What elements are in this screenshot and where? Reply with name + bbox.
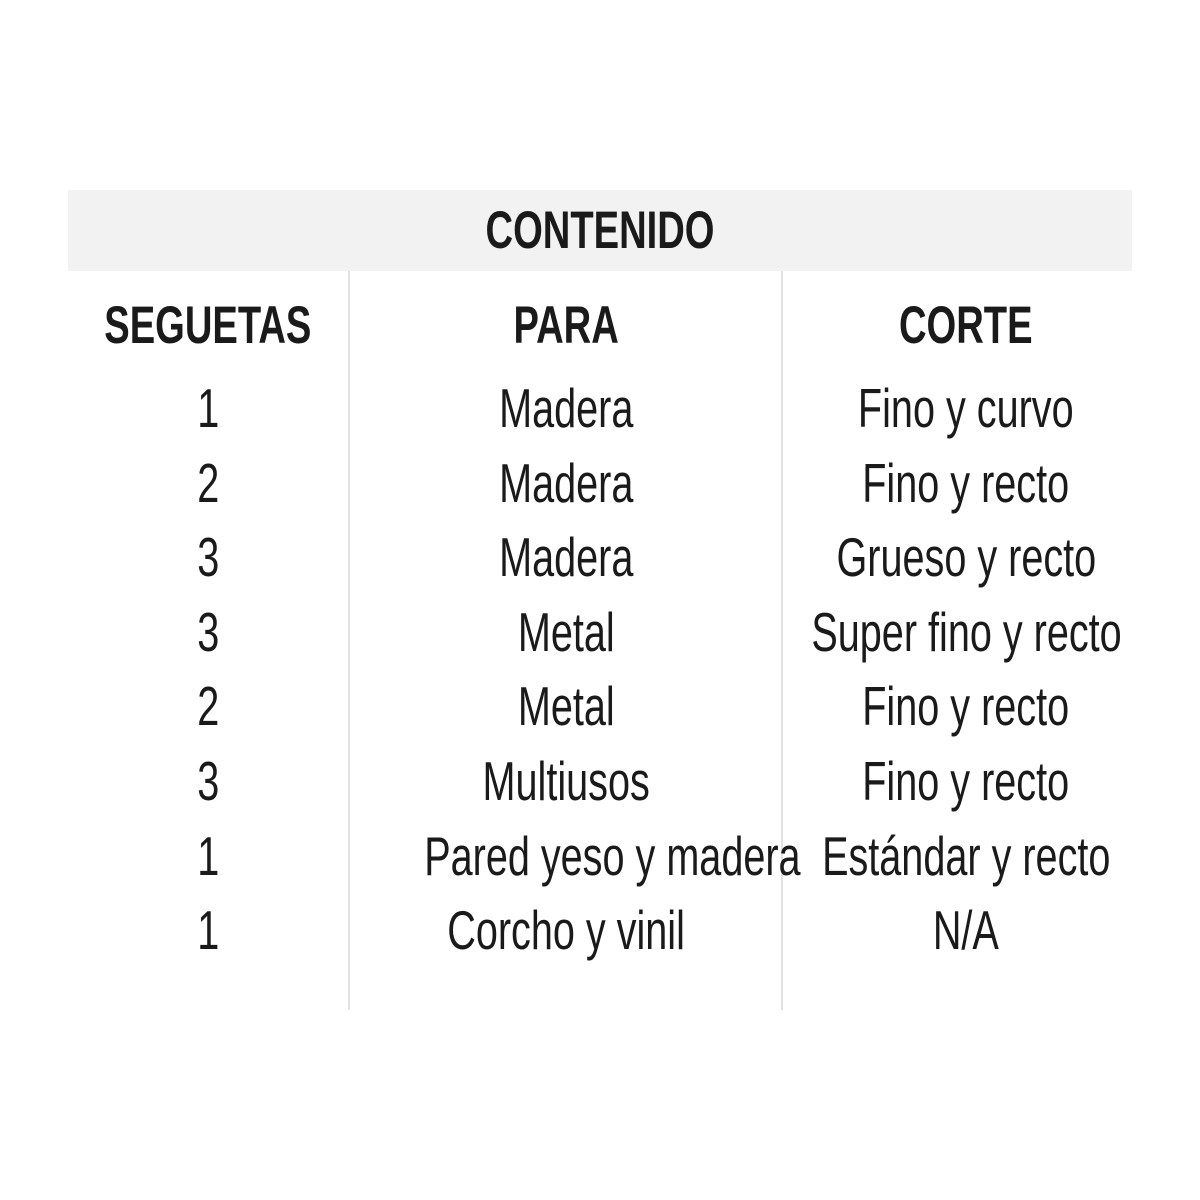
cell-text: 2 (196, 675, 220, 738)
cell-text: Fino y recto (862, 451, 1070, 514)
corte-cell: Fino y recto (751, 751, 1181, 811)
column-divider (348, 271, 350, 1010)
seguetas-cell: 3 (0, 527, 423, 587)
cell-text: Estándar y recto (821, 824, 1111, 887)
seguetas-cell: 3 (0, 602, 423, 662)
cell-text: Multiusos (482, 750, 650, 812)
corte-cell: Fino y recto (751, 676, 1181, 736)
column-header-text: SEGUETAS (104, 296, 312, 355)
cell-text: 3 (196, 600, 220, 663)
cell-text: 2 (196, 451, 220, 514)
seguetas-cell: 3 (0, 751, 423, 811)
column-header-para: PARA (351, 296, 781, 356)
corte-cell: Fino y recto (751, 453, 1181, 513)
cell-text: Madera (498, 526, 634, 589)
cell-text: Fino y recto (862, 675, 1070, 738)
cell-text: Grueso y recto (836, 526, 1096, 589)
cell-text: Madera (498, 451, 634, 514)
seguetas-cell: 1 (0, 826, 423, 886)
para-cell: Metal (351, 602, 781, 662)
seguetas-cell: 1 (0, 900, 423, 960)
cell-text: Madera (498, 377, 634, 439)
cell-text: 1 (196, 377, 220, 439)
seguetas-cell: 1 (0, 378, 423, 438)
cell-text: 3 (196, 750, 220, 812)
cell-text: 3 (196, 526, 220, 589)
column-header-text: CORTE (899, 296, 1033, 355)
cell-text: Metal (517, 600, 615, 663)
para-cell: Pared yeso y madera (351, 826, 800, 886)
cell-text: Corcho y vinil (447, 899, 685, 962)
corte-cell: Super fino y recto (751, 602, 1181, 662)
cell-text: Fino y recto (862, 750, 1070, 812)
seguetas-cell: 2 (0, 676, 423, 736)
para-cell: Madera (351, 378, 781, 438)
para-cell: Multiusos (351, 751, 781, 811)
cell-text: 1 (196, 899, 220, 962)
column-header-corte: CORTE (751, 296, 1181, 356)
para-cell: Madera (351, 527, 781, 587)
cell-text: N/A (932, 899, 1000, 962)
corte-cell: Estándar y recto (751, 826, 1181, 886)
cell-text: Metal (517, 675, 615, 738)
column-header-seguetas: SEGUETAS (0, 296, 423, 356)
cell-text: 1 (196, 824, 220, 887)
seguetas-cell: 2 (0, 453, 423, 513)
table-title-bar: CONTENIDO (68, 190, 1132, 271)
para-cell: Corcho y vinil (351, 900, 781, 960)
cell-text: Pared yeso y madera (424, 824, 801, 887)
column-divider (781, 271, 783, 1010)
table-title-text: CONTENIDO (485, 201, 715, 260)
cell-text: Super fino y recto (811, 600, 1122, 663)
table-title: CONTENIDO (68, 190, 1132, 271)
column-header-text: PARA (513, 296, 619, 355)
corte-cell: N/A (751, 900, 1181, 960)
corte-cell: Fino y curvo (751, 378, 1181, 438)
para-cell: Madera (351, 453, 781, 513)
para-cell: Metal (351, 676, 781, 736)
cell-text: Fino y curvo (858, 377, 1074, 439)
corte-cell: Grueso y recto (751, 527, 1181, 587)
